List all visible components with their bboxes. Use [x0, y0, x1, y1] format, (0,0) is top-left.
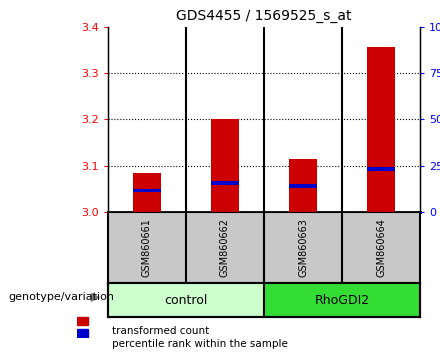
- Text: GSM860661: GSM860661: [142, 218, 152, 277]
- Bar: [77, 329, 88, 337]
- Bar: [290, 184, 317, 188]
- Title: GDS4455 / 1569525_s_at: GDS4455 / 1569525_s_at: [176, 9, 352, 23]
- FancyBboxPatch shape: [264, 283, 420, 317]
- Text: genotype/variation: genotype/variation: [9, 292, 115, 302]
- Text: transformed count: transformed count: [112, 326, 209, 336]
- Bar: [133, 189, 161, 193]
- Text: percentile rank within the sample: percentile rank within the sample: [112, 339, 288, 349]
- Text: control: control: [164, 293, 208, 307]
- Bar: [367, 167, 395, 171]
- Bar: [77, 318, 88, 325]
- Text: RhoGDI2: RhoGDI2: [315, 293, 370, 307]
- Text: GSM860662: GSM860662: [220, 218, 230, 277]
- Bar: [367, 47, 395, 212]
- Text: GSM860663: GSM860663: [298, 218, 308, 277]
- Bar: [211, 120, 238, 212]
- Bar: [211, 181, 238, 184]
- Bar: [133, 173, 161, 212]
- FancyBboxPatch shape: [108, 283, 264, 317]
- Bar: [290, 159, 317, 212]
- Text: GSM860664: GSM860664: [376, 218, 386, 277]
